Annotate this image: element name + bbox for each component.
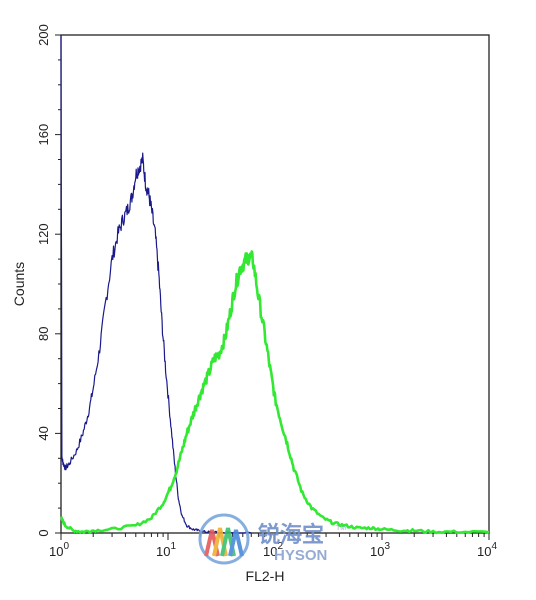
x-tick-label: 103 [370,541,390,559]
x-tick-label: 101 [156,541,176,559]
x-axis-ticks: 100 101 102 103 104 [49,533,497,559]
y-tick-label: 160 [36,124,51,146]
x-axis-title: FL2-H [246,568,285,584]
y-tick-label: 120 [36,223,51,245]
y-axis-ticks: 0 40 80 120 160 200 [36,24,61,537]
y-tick-label: 0 [36,529,51,536]
watermark-trademark: TM [336,525,346,532]
series-layer [60,34,490,535]
watermark-logo: 锐海宝 HYSON TM [198,513,346,565]
y-axis-title: Counts [11,262,27,306]
series-line-1 [60,34,252,534]
y-tick-label: 80 [36,327,51,341]
y-tick-label: 200 [36,24,51,46]
x-tick-label: 102 [263,541,283,559]
watermark-english-text: HYSON [274,547,327,564]
series-line-2 [60,250,490,535]
watermark-chinese-text: 锐海宝 [258,522,324,548]
watermark-emblem-icon [198,513,250,565]
x-tick-label: 100 [49,541,69,559]
x-tick-label: 104 [477,541,497,559]
y-tick-label: 40 [36,426,51,440]
